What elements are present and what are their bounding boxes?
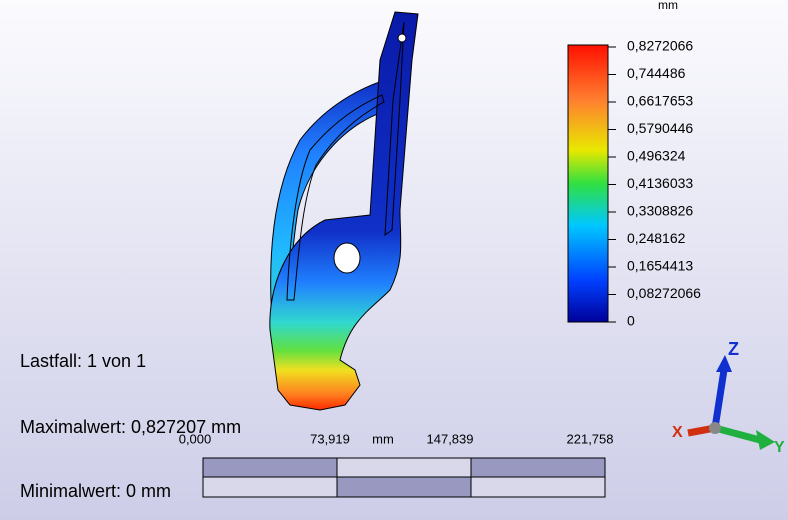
scale-label: 221,758	[567, 431, 614, 446]
fea-view: mm 0,8272066 0,744486 0,6617653 0,5790446 0,…	[0, 0, 788, 520]
axis-x: X	[672, 424, 683, 441]
legend-label: 0,6617653	[627, 93, 693, 109]
legend-label: 0	[627, 313, 635, 329]
legend-label: 0,1654413	[627, 258, 693, 274]
scale-unit: mm	[372, 431, 394, 446]
legend-label: 0,08272066	[627, 285, 701, 301]
legend-label: 0,8272066	[627, 38, 693, 54]
legend-label: 0,3308826	[627, 203, 693, 219]
scale-label: 147,839	[427, 431, 474, 446]
scale-label: 0,000	[179, 431, 212, 446]
load-case: Lastfall: 1 von 1	[20, 351, 146, 371]
axis-y: Y	[774, 439, 785, 456]
scale-bar	[203, 458, 605, 497]
legend-label: 0,248162	[627, 230, 686, 246]
scale-label: 73,919	[310, 431, 350, 446]
viewport: mm 0,8272066 0,744486 0,6617653 0,5790446 0,…	[0, 0, 788, 520]
legend-unit: mm	[658, 0, 678, 12]
axis-z: Z	[728, 339, 739, 359]
color-bar	[568, 45, 608, 322]
legend-label: 0,496324	[627, 148, 686, 164]
min-value: Minimalwert: 0 mm	[20, 481, 171, 501]
legend-label: 0,4136033	[627, 175, 693, 191]
legend-label: 0,744486	[627, 65, 686, 81]
legend-label: 0,5790446	[627, 120, 693, 136]
